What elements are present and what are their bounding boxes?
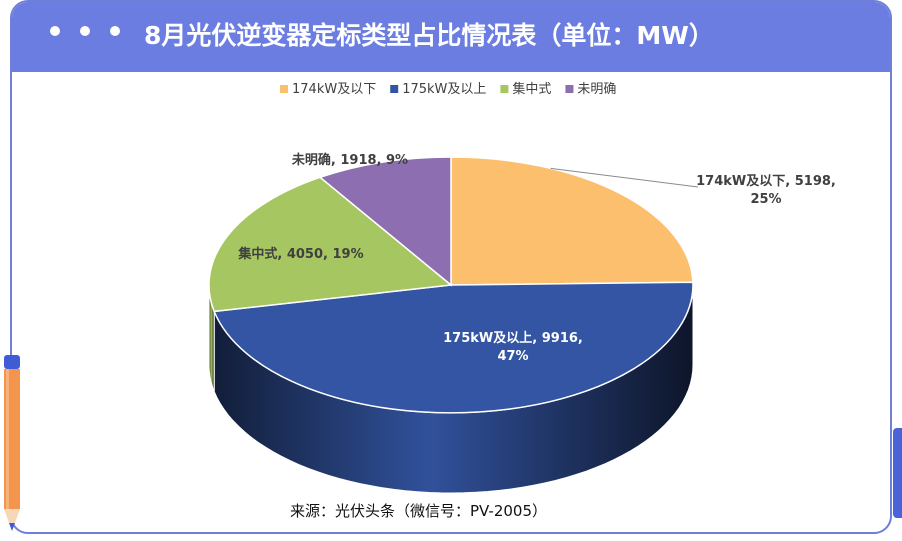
dot [110, 26, 120, 36]
legend-label-3: 未明确 [577, 82, 616, 97]
data-label-2: 集中式, 4050, 19% [237, 246, 363, 262]
legend-label-1: 175kW及以上 [402, 82, 486, 97]
data-label-1: 175kW及以上, 9916, [443, 331, 583, 346]
dot [50, 26, 60, 36]
data-label-0: 174kW及以下, 5198, [696, 174, 836, 189]
legend-swatch-2 [500, 85, 509, 93]
three-dots-icon [50, 26, 120, 36]
source-note: 来源：光伏头条（微信号：PV-2005） [290, 502, 548, 520]
data-label-percent-0: 25% [750, 192, 781, 207]
data-label-3: 未明确, 1918, 9% [291, 152, 408, 168]
legend-swatch-0 [280, 85, 288, 93]
pie-slice-3 [318, 156, 452, 287]
dot [80, 26, 90, 36]
data-label-percent-1: 47% [497, 349, 528, 364]
pie-slice-2 [208, 176, 453, 313]
page-title: 8月光伏逆变器定标类型占比情况表（单位：MW） [144, 21, 714, 50]
pie-slice-0 [450, 156, 694, 286]
legend-swatch-1 [390, 85, 399, 93]
leader-line-0 [550, 167, 699, 188]
header-bar: 8月光伏逆变器定标类型占比情况表（单位：MW） [12, 2, 890, 72]
side-tab [893, 428, 902, 518]
pencil-icon [4, 355, 20, 531]
legend-swatch-3 [565, 85, 574, 93]
legend-label-2: 集中式 [512, 81, 551, 97]
pie-slice-1 [213, 281, 694, 414]
legend-label-0: 174kW及以下 [292, 82, 376, 97]
